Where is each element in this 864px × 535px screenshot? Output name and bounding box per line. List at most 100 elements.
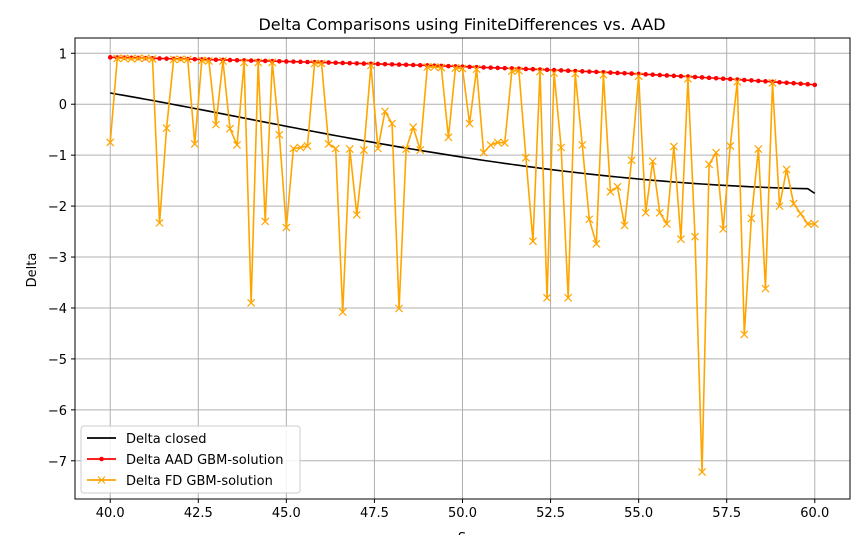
data-point bbox=[742, 77, 747, 83]
legend-marker bbox=[99, 456, 104, 462]
data-point bbox=[333, 60, 338, 66]
data-point bbox=[683, 74, 692, 83]
data-point bbox=[465, 119, 474, 128]
y-tick-label: −5 bbox=[48, 353, 67, 368]
data-point bbox=[615, 70, 620, 76]
data-point bbox=[528, 237, 537, 246]
data-point bbox=[240, 58, 249, 67]
legend-label: Delta closed bbox=[126, 432, 207, 447]
data-point bbox=[204, 56, 213, 65]
data-point bbox=[211, 120, 220, 129]
data-point bbox=[176, 55, 185, 64]
data-point bbox=[495, 65, 501, 71]
data-point bbox=[352, 210, 361, 219]
data-point bbox=[444, 133, 453, 142]
y-tick-label: −1 bbox=[48, 149, 67, 164]
data-point bbox=[578, 140, 587, 149]
data-point bbox=[712, 148, 721, 157]
x-tick-label: 42.5 bbox=[184, 506, 213, 521]
data-point bbox=[451, 64, 460, 73]
data-point bbox=[606, 187, 615, 196]
x-tick-label: 47.5 bbox=[360, 506, 389, 521]
legend-label: Delta AAD GBM-solution bbox=[126, 453, 284, 468]
data-point bbox=[521, 153, 530, 162]
data-point bbox=[488, 65, 493, 70]
data-point bbox=[190, 139, 199, 148]
data-point bbox=[395, 304, 404, 313]
data-point bbox=[805, 81, 811, 87]
data-point bbox=[275, 130, 284, 139]
data-point bbox=[220, 57, 226, 63]
data-point bbox=[106, 138, 115, 147]
data-point bbox=[113, 54, 122, 63]
y-tick-label: −2 bbox=[48, 200, 67, 215]
data-point bbox=[268, 58, 277, 67]
data-point bbox=[550, 69, 559, 78]
data-point bbox=[282, 223, 291, 232]
data-point bbox=[254, 58, 263, 67]
data-point bbox=[269, 58, 275, 64]
data-point bbox=[416, 146, 425, 155]
data-point bbox=[706, 75, 712, 81]
data-point bbox=[798, 81, 803, 87]
data-point bbox=[402, 145, 411, 154]
data-point bbox=[507, 67, 516, 76]
data-point bbox=[761, 284, 770, 293]
data-point bbox=[169, 55, 178, 64]
data-point bbox=[389, 62, 395, 67]
data-point bbox=[380, 107, 390, 116]
data-point bbox=[641, 208, 650, 217]
data-point bbox=[648, 157, 657, 166]
data-point bbox=[803, 219, 812, 228]
data-point bbox=[134, 54, 143, 63]
data-point bbox=[565, 68, 571, 74]
data-point bbox=[375, 61, 381, 67]
data-point bbox=[599, 70, 608, 79]
data-point bbox=[310, 59, 319, 68]
data-point bbox=[770, 79, 775, 85]
x-axis-ticks: 40.0 42.5 45.0 47.5 50.0 52.5 55.0 57.5 60.0 bbox=[96, 499, 829, 521]
data-point bbox=[388, 119, 397, 128]
data-point bbox=[218, 56, 227, 65]
data-point bbox=[157, 56, 162, 61]
data-point bbox=[155, 218, 164, 227]
data-point bbox=[361, 61, 367, 66]
y-axis-ticks: 1 0 −1 −2 −3 −4 −5 −6 −7 bbox=[48, 47, 75, 470]
data-point bbox=[261, 217, 270, 226]
data-point bbox=[650, 72, 656, 77]
data-point bbox=[678, 73, 684, 79]
series-line bbox=[110, 92, 816, 195]
data-point bbox=[347, 60, 353, 66]
data-point bbox=[530, 66, 536, 72]
y-tick-label: −6 bbox=[48, 404, 67, 419]
y-axis-label: Delta bbox=[25, 253, 40, 288]
legend-marker bbox=[97, 476, 106, 484]
data-point bbox=[713, 75, 719, 81]
data-point bbox=[247, 298, 256, 307]
data-point bbox=[417, 62, 423, 68]
data-point bbox=[345, 145, 354, 154]
data-point bbox=[523, 66, 529, 72]
data-point bbox=[690, 232, 700, 241]
data-point bbox=[493, 138, 502, 147]
data-point bbox=[148, 54, 157, 63]
data-point bbox=[326, 60, 331, 65]
data-point bbox=[403, 62, 409, 68]
data-point bbox=[698, 467, 707, 477]
data-point bbox=[664, 73, 670, 78]
data-point bbox=[262, 58, 268, 64]
data-point bbox=[317, 59, 326, 68]
data-point bbox=[296, 143, 305, 152]
y-tick-label: 1 bbox=[59, 47, 67, 62]
data-point bbox=[719, 224, 728, 234]
data-point bbox=[810, 219, 819, 228]
data-point bbox=[396, 62, 402, 67]
data-point bbox=[430, 63, 439, 72]
data-point bbox=[705, 160, 714, 169]
data-point bbox=[305, 59, 310, 65]
data-point bbox=[585, 215, 594, 224]
data-point bbox=[775, 202, 784, 211]
data-point bbox=[502, 65, 508, 71]
data-point bbox=[643, 72, 648, 77]
